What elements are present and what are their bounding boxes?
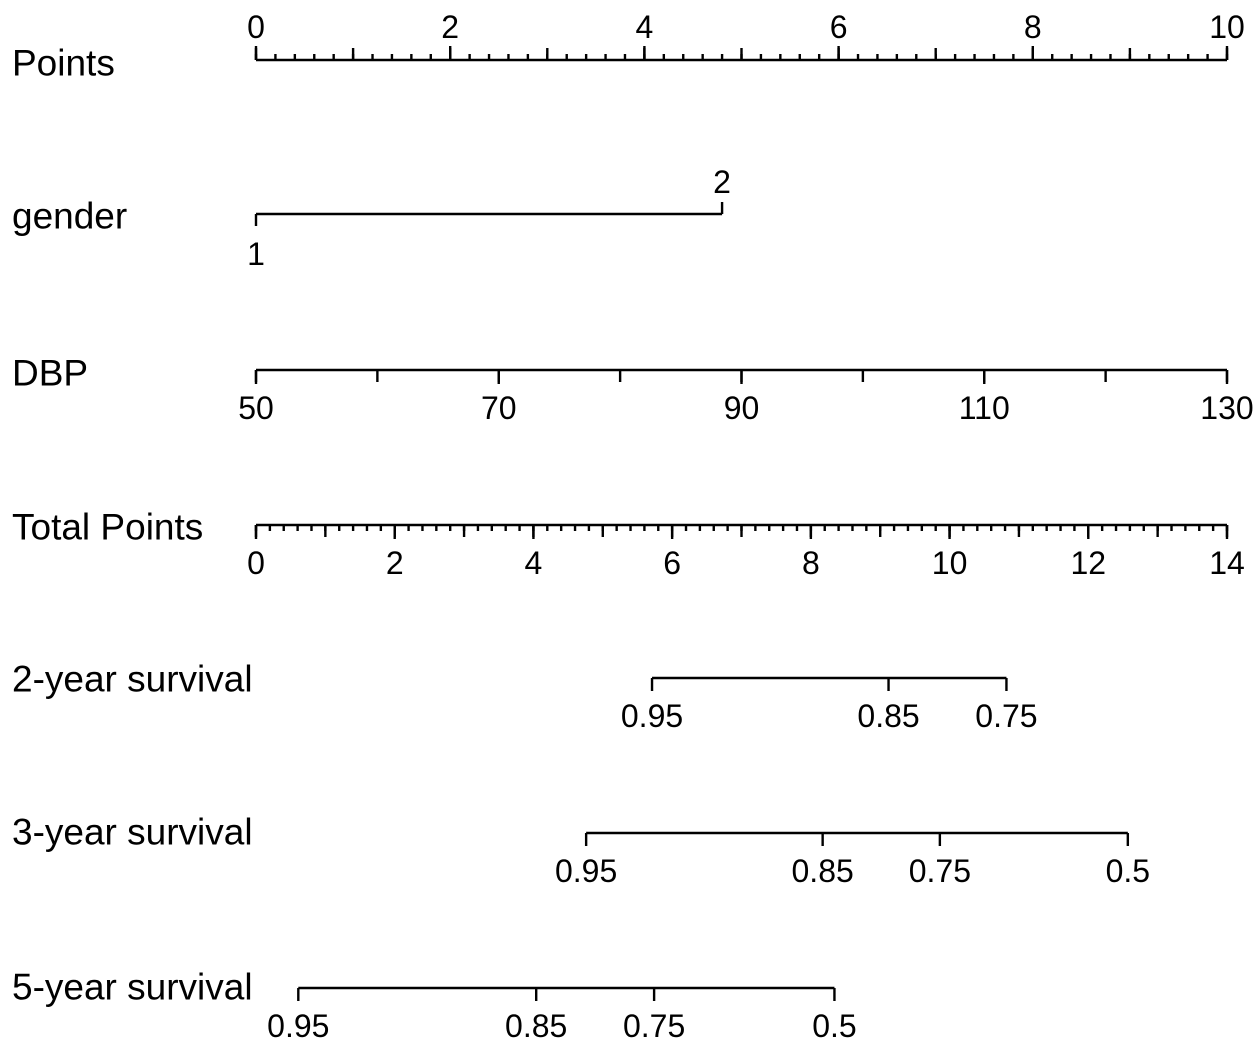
total-points-tick-label: 4 <box>525 545 543 581</box>
dbp-tick-label: 90 <box>724 390 760 426</box>
dbp-tick-label: 50 <box>238 390 274 426</box>
total-points-tick-label: 12 <box>1070 545 1106 581</box>
points-tick-label: 10 <box>1209 9 1245 45</box>
3-year-survival-tick-label: 0.5 <box>1106 853 1150 889</box>
2-year-survival-tick-label: 0.75 <box>975 698 1037 734</box>
dbp-tick-label: 70 <box>481 390 517 426</box>
points-tick-label: 2 <box>441 9 459 45</box>
5-year-survival-row-label: 5-year survival <box>12 967 253 1008</box>
3-year-survival-tick-label: 0.85 <box>792 853 854 889</box>
3-year-survival-tick-label: 0.95 <box>555 853 617 889</box>
2-year-survival-tick-label: 0.95 <box>621 698 683 734</box>
5-year-survival-tick-label: 0.75 <box>623 1008 685 1042</box>
total-points-tick-label: 0 <box>247 545 265 581</box>
gender-tick-label: 2 <box>713 164 731 200</box>
5-year-survival-tick-label: 0.5 <box>812 1008 856 1042</box>
total-points-tick-label: 14 <box>1209 545 1245 581</box>
points-tick-label: 4 <box>636 9 654 45</box>
gender-tick-label: 1 <box>247 236 265 272</box>
gender-row-label: gender <box>12 196 127 237</box>
total-points-tick-label: 6 <box>663 545 681 581</box>
dbp-tick-label: 110 <box>959 390 1010 426</box>
dbp-tick-label: 130 <box>1200 390 1253 426</box>
dbp-row-label: DBP <box>12 353 88 394</box>
3-year-survival-row-label: 3-year survival <box>12 812 253 853</box>
points-row-label: Points <box>12 43 115 84</box>
5-year-survival-tick-label: 0.95 <box>267 1008 329 1042</box>
2-year-survival-row-label: 2-year survival <box>12 659 253 700</box>
total-points-row-label: Total Points <box>12 507 203 548</box>
points-tick-label: 8 <box>1024 9 1042 45</box>
3-year-survival-tick-label: 0.75 <box>909 853 971 889</box>
total-points-tick-label: 8 <box>802 545 820 581</box>
5-year-survival-tick-label: 0.85 <box>505 1008 567 1042</box>
2-year-survival-tick-label: 0.85 <box>857 698 919 734</box>
points-tick-label: 0 <box>247 9 265 45</box>
points-tick-label: 6 <box>830 9 848 45</box>
total-points-tick-label: 2 <box>386 545 404 581</box>
total-points-tick-label: 10 <box>932 545 968 581</box>
